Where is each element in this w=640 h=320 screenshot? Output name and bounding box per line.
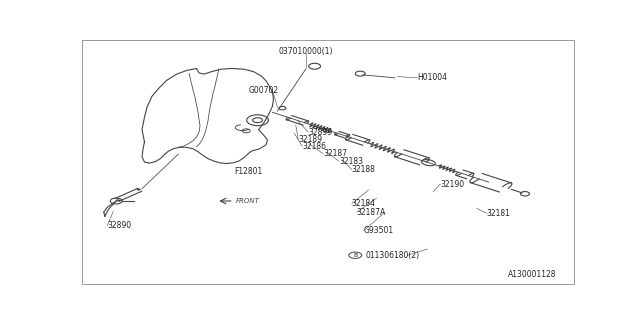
Text: 32189: 32189 [298, 135, 323, 144]
Text: 037010000(1): 037010000(1) [278, 47, 333, 56]
Text: 32184: 32184 [352, 199, 376, 208]
Text: G93501: G93501 [364, 226, 394, 235]
Text: 011306180(2): 011306180(2) [365, 251, 419, 260]
Text: 32890: 32890 [108, 221, 131, 230]
Text: H01004: H01004 [417, 73, 447, 82]
Text: 32190: 32190 [440, 180, 464, 189]
Text: 32186: 32186 [302, 142, 326, 151]
Text: 32899: 32899 [308, 128, 332, 137]
Text: F12801: F12801 [234, 167, 262, 176]
Text: A130001128: A130001128 [508, 270, 556, 279]
Text: G00702: G00702 [249, 86, 279, 95]
Text: 32187A: 32187A [356, 208, 386, 217]
Text: 32187: 32187 [323, 149, 347, 158]
Text: 32183: 32183 [339, 156, 363, 166]
Text: FRONT: FRONT [236, 198, 260, 204]
Text: B: B [353, 253, 357, 258]
Text: 32181: 32181 [486, 209, 511, 218]
Text: 32188: 32188 [352, 165, 376, 174]
